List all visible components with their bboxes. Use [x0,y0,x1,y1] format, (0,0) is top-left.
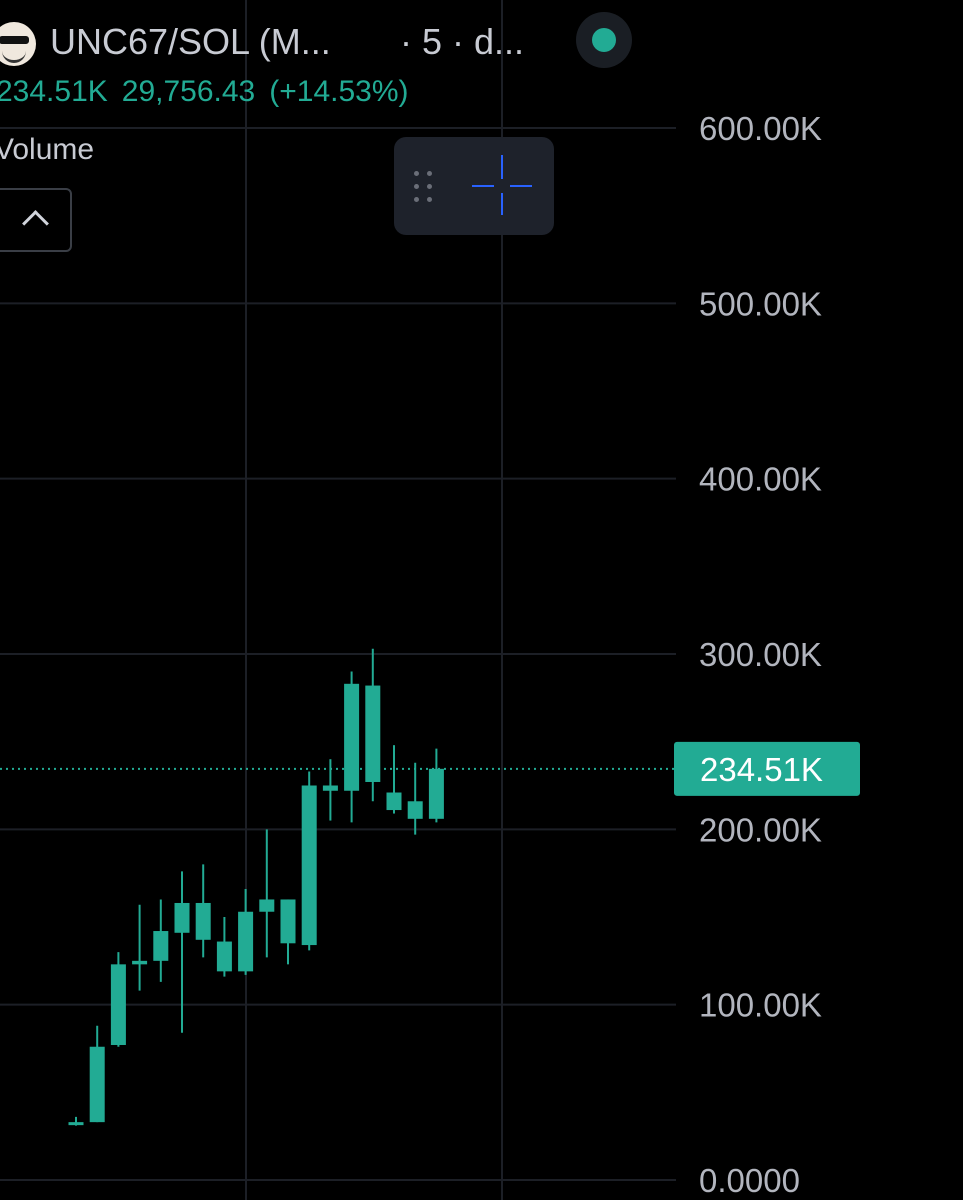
price-tick-label: 400.00K [699,461,822,498]
candle-body [216,941,232,972]
candle-body [68,1122,84,1126]
drag-handle-icon[interactable] [414,171,438,203]
chevron-up-icon [22,210,49,237]
candles [68,648,444,1126]
candle-body [428,768,444,819]
last-price-badge: 234.51K [674,741,860,796]
last-price-badge-bg [674,741,860,796]
candle-body [301,785,317,946]
volume-indicator-label[interactable]: Volume [0,133,95,166]
token-avatar[interactable] [0,22,36,66]
candle [153,899,169,982]
collapse-legend-button[interactable] [0,188,72,252]
price-tick-label: 200.00K [699,811,822,848]
market-status-dot-icon [592,28,616,52]
symbol-title[interactable]: UNC67/SOL (M... [50,21,331,62]
candle [365,648,381,802]
candle-body [174,902,190,933]
candle-body [153,931,169,961]
candle [301,771,317,951]
market-status-button[interactable] [576,12,632,68]
candle [174,871,190,1033]
change-percent: (+14.53%) [269,75,409,108]
candle [238,888,254,975]
crosshair-icon[interactable] [472,155,536,219]
interval-label[interactable]: · 5 · d... [400,21,525,62]
candle-body [407,801,423,819]
candle-body [259,899,275,912]
candle [428,748,444,823]
candle-body [280,899,296,944]
price-axis[interactable]: 600.00K 500.00K 400.00K 300.00K 200.00K 100.0… [699,110,822,1199]
price-tick-label: 500.00K [699,285,822,322]
candle [110,952,126,1047]
grid [0,0,676,1200]
price-tick-label: 300.00K [699,636,822,673]
smile-icon [2,44,26,63]
chart-header: UNC67/SOL (M... · 5 · d... [0,8,640,68]
candle [132,904,148,991]
candle [386,745,402,814]
candle [216,917,232,977]
quote-line: 234.51K 29,756.43 (+14.53%) [0,70,423,114]
candle-body [89,1046,105,1123]
sunglasses-icon [0,36,29,44]
candle [407,762,423,835]
candle-body [110,964,126,1045]
price-tick-label: 600.00K [699,110,822,147]
candle-body [132,960,148,965]
candle-body [238,911,254,972]
last-price-badge-label: 234.51K [700,751,823,788]
candle-body [386,792,402,811]
candle [89,1025,105,1123]
close-value: 234.51K [0,75,108,108]
candle-body [322,785,338,791]
candle-body [365,685,381,782]
candle [195,864,211,958]
candle [280,899,296,965]
candle [68,1116,84,1126]
floating-drawing-toolbar[interactable] [394,137,554,235]
candle [344,671,360,823]
price-tick-label: 0.0000 [699,1162,800,1199]
candle-body [344,683,360,791]
candle-body [195,902,211,940]
change-value: 29,756.43 [121,75,256,108]
price-tick-label: 100.00K [699,987,822,1024]
candle [259,829,275,958]
